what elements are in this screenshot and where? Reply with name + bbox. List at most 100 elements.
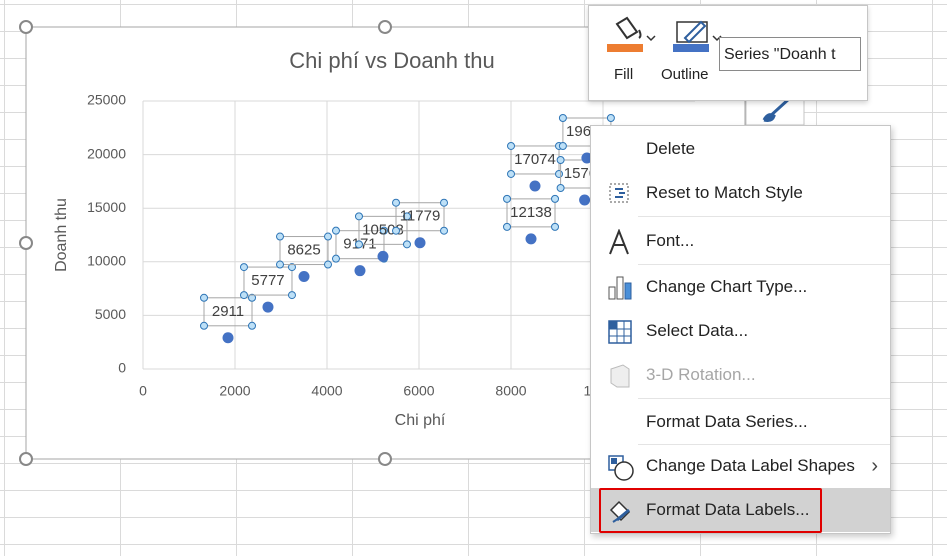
point — [529, 180, 541, 192]
label-handle — [503, 222, 512, 231]
menu-label: Reset to Match Style — [646, 183, 803, 202]
highlight-box — [599, 488, 822, 533]
label-handle — [276, 232, 284, 241]
mini-toolbar: Fill Outline Series "Doanh t — [588, 5, 868, 101]
plot-area: 0 5000 10000 15000 20000 25000 0 2000 4000 6000 80… — [87, 92, 695, 399]
handle[interactable] — [19, 452, 33, 466]
point — [581, 152, 593, 164]
chart-type-icon — [608, 276, 632, 300]
y-tick-label: 15000 — [87, 199, 126, 215]
selection-handles — [19, 20, 392, 466]
label-handle — [248, 293, 257, 302]
label-handle — [239, 291, 248, 300]
label-handle — [331, 254, 340, 263]
y-tick-label: 0 — [118, 360, 126, 376]
menu-label: Change Chart Type... — [646, 277, 808, 296]
brush-icon — [762, 96, 792, 122]
label-handle — [392, 198, 401, 207]
separator — [638, 444, 890, 445]
point — [222, 332, 234, 344]
data-label: 5777 — [251, 272, 284, 289]
handle[interactable] — [19, 236, 33, 250]
label-handle — [440, 198, 449, 207]
label-handle — [354, 240, 363, 249]
select-data-icon — [608, 320, 632, 344]
menu-item[interactable]: Font...› — [591, 219, 890, 263]
point — [414, 237, 426, 249]
label-handle — [402, 240, 411, 249]
menu-label: Change Data Label Shapes — [646, 456, 855, 475]
separator — [638, 398, 890, 399]
label-handle — [239, 263, 248, 272]
menu-item[interactable]: Change Data Label Shapes › — [591, 444, 890, 488]
series-select[interactable]: Series "Doanh t — [719, 37, 861, 71]
menu-label: 3-D Rotation... — [646, 365, 756, 384]
point — [298, 271, 310, 283]
menu-label: Format Data Labels... — [646, 500, 810, 519]
label-handle — [440, 226, 449, 235]
data-label: 2911 — [212, 303, 244, 320]
handle[interactable] — [378, 452, 392, 466]
rotation-icon — [610, 364, 630, 388]
menu-label: Format Data Series... — [646, 412, 808, 431]
x-tick-label: 2000 — [219, 383, 250, 399]
x-tick-label: 6000 — [403, 383, 434, 399]
label-handle — [551, 194, 560, 203]
y-axis-title: Doanh thu — [53, 198, 70, 272]
menu-label: Select Data... — [646, 321, 749, 340]
menu-item[interactable]: Reset to Match Style› — [591, 171, 890, 215]
label-handle — [200, 321, 209, 330]
label-handle — [331, 226, 340, 235]
menu-item[interactable]: Select Data...› — [591, 309, 890, 353]
label-handle — [392, 226, 401, 235]
menu-item[interactable]: Delete› — [591, 127, 890, 171]
data-label-box — [243, 266, 293, 296]
data-label-box — [279, 236, 329, 266]
menu-item[interactable]: Format Data Labels...› — [591, 488, 890, 533]
y-tick-label: 10000 — [87, 253, 126, 269]
label-handle — [379, 226, 388, 235]
label-handle — [324, 232, 332, 241]
menu-label: Delete — [646, 139, 696, 158]
data-label-box — [203, 297, 253, 327]
point — [377, 250, 389, 262]
label-handle — [507, 169, 516, 178]
label-handle — [555, 169, 564, 178]
fill-label: Fill — [614, 66, 634, 83]
separator — [638, 264, 890, 265]
handle[interactable] — [19, 20, 33, 34]
label-handle — [324, 260, 332, 269]
label-handle — [276, 260, 284, 269]
data-label: 8625 — [287, 242, 320, 259]
label-handle — [287, 291, 296, 300]
point — [354, 265, 366, 277]
data-label-box — [395, 202, 445, 232]
label-handle — [606, 113, 615, 122]
separator — [638, 216, 890, 217]
data-label-box — [506, 198, 556, 228]
context-menu: Delete› Reset to Match Style› Font...› C… — [590, 125, 891, 534]
point — [525, 233, 537, 245]
label-handle — [507, 141, 516, 150]
submenu-arrow: › — [871, 455, 878, 477]
menu-label: Font... — [646, 231, 695, 250]
data-label: 12138 — [510, 204, 552, 221]
data-label: 10508 — [362, 221, 404, 238]
point — [579, 194, 591, 206]
data-label: 17074 — [514, 151, 556, 168]
handle[interactable] — [378, 20, 392, 34]
menu-item[interactable]: Format Data Series...› — [591, 400, 890, 444]
x-tick-label: 0 — [139, 383, 147, 399]
fill-icon[interactable] — [603, 14, 663, 64]
label-handle — [248, 321, 257, 330]
chart-title: Chi phí vs Doanh thu — [289, 48, 494, 73]
x-tick-label: 8000 — [495, 383, 526, 399]
y-tick-label: 25000 — [87, 92, 126, 108]
label-handle — [556, 183, 565, 192]
label-handle — [503, 194, 512, 203]
data-label: 11779 — [400, 208, 441, 225]
label-handle — [551, 222, 560, 231]
label-shapes-icon — [608, 455, 634, 481]
format-labels-icon — [609, 500, 631, 523]
menu-item[interactable]: Change Chart Type...› — [591, 265, 890, 309]
